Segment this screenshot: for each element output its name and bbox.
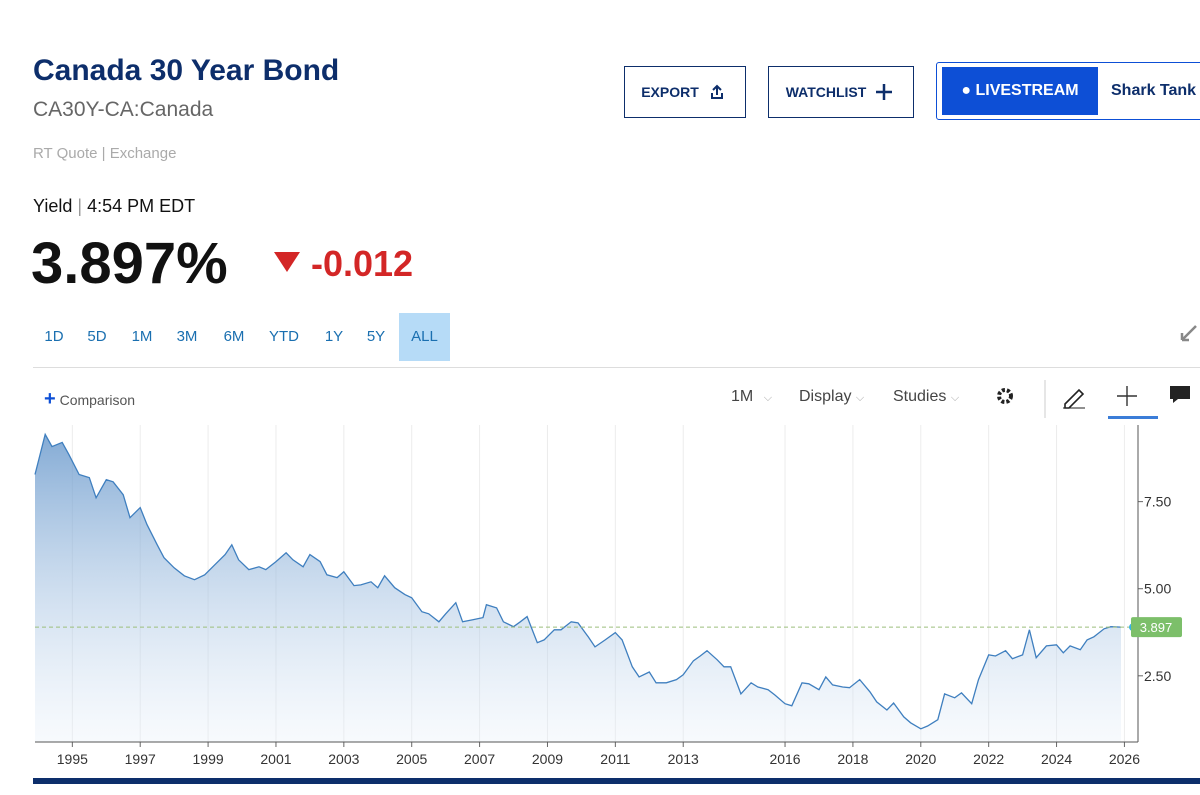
toolbar-icons	[997, 380, 1190, 419]
range-tab[interactable]: ALL	[399, 313, 450, 361]
x-tick-label: 2016	[769, 751, 800, 767]
livestream-button[interactable]: ● LIVESTREAM	[942, 67, 1098, 115]
x-tick-label: 2011	[600, 751, 630, 767]
line	[34, 432, 1122, 730]
symbol: CA30Y-CA:Canada	[33, 98, 214, 121]
footer-bar	[33, 778, 1200, 784]
comparison-label: Comparison	[59, 392, 136, 408]
x-tick-label: 1999	[193, 751, 224, 767]
display-menu[interactable]: Display ⌵	[799, 388, 865, 405]
studies-label: Studies	[893, 388, 947, 405]
x-tick-label: 2020	[905, 751, 936, 767]
x-tick-label: 2022	[973, 751, 1004, 767]
title: Canada 30 Year Bond	[33, 54, 340, 87]
x-tick-label: 1997	[125, 751, 156, 767]
interval-label: 1M	[731, 388, 754, 405]
last-value-dot	[1129, 623, 1137, 632]
plus-icon	[876, 84, 893, 100]
x-tick-label: 2024	[1041, 751, 1072, 767]
x-tick-label: 2018	[837, 751, 868, 767]
x-tick-label: 1995	[57, 751, 88, 767]
x-tick-label: 2026	[1109, 751, 1140, 767]
watchlist-label: WATCHLIST	[785, 84, 867, 100]
livestream-label: LIVESTREAM	[975, 82, 1079, 99]
quote-time: 4:54 PM EDT	[87, 196, 196, 216]
y-tick-label: 7.50	[1144, 494, 1171, 510]
last-value-tag	[1131, 617, 1182, 638]
export-icon	[710, 84, 723, 99]
range-tab[interactable]: YTD	[269, 328, 299, 345]
export-label: EXPORT	[641, 84, 699, 100]
export-button[interactable]: EXPORT	[624, 66, 746, 118]
range-tab[interactable]: 5Y	[366, 328, 386, 345]
y-tick-label: 5.00	[1144, 581, 1171, 597]
change: -0.012	[311, 243, 414, 284]
x-tick-label: 2003	[328, 751, 359, 767]
range-tab[interactable]: 1D	[44, 328, 64, 345]
quote-info: Yield | 4:54 PM EDT	[33, 196, 196, 216]
livestream-box	[936, 62, 1200, 120]
interval-menu[interactable]: 1M ⌵	[731, 388, 773, 405]
show-link[interactable]: Shark Tank	[1111, 82, 1197, 99]
range-tab[interactable]: 5D	[87, 328, 107, 345]
x-tick-label: 2013	[668, 751, 699, 767]
x-tick-label: 2007	[464, 751, 495, 767]
x-tick-label: 2005	[396, 751, 427, 767]
comparison-button[interactable]: + Comparison	[44, 388, 136, 410]
range-tab[interactable]: 1Y	[324, 328, 344, 345]
x-tick-label: 2009	[532, 751, 563, 767]
studies-menu[interactable]: Studies ⌵	[893, 388, 960, 405]
price: 3.897%	[31, 231, 228, 296]
area	[35, 434, 1122, 742]
display-label: Display	[799, 388, 852, 405]
watchlist-button[interactable]: WATCHLIST	[768, 66, 914, 118]
range-tab[interactable]: 3M	[176, 328, 198, 345]
quote-label: Yield	[33, 196, 73, 216]
down-arrow	[274, 252, 300, 272]
divider	[33, 367, 1200, 368]
range-tab[interactable]: 6M	[223, 328, 245, 345]
y-tick-label: 2.50	[1144, 668, 1171, 684]
range-tab[interactable]: 1M	[131, 328, 153, 345]
quote-source: RT Quote | Exchange	[33, 145, 177, 162]
x-tick-label: 2001	[260, 751, 291, 767]
last-value-label: 3.897	[1140, 620, 1173, 635]
expand-icon	[1180, 325, 1197, 342]
